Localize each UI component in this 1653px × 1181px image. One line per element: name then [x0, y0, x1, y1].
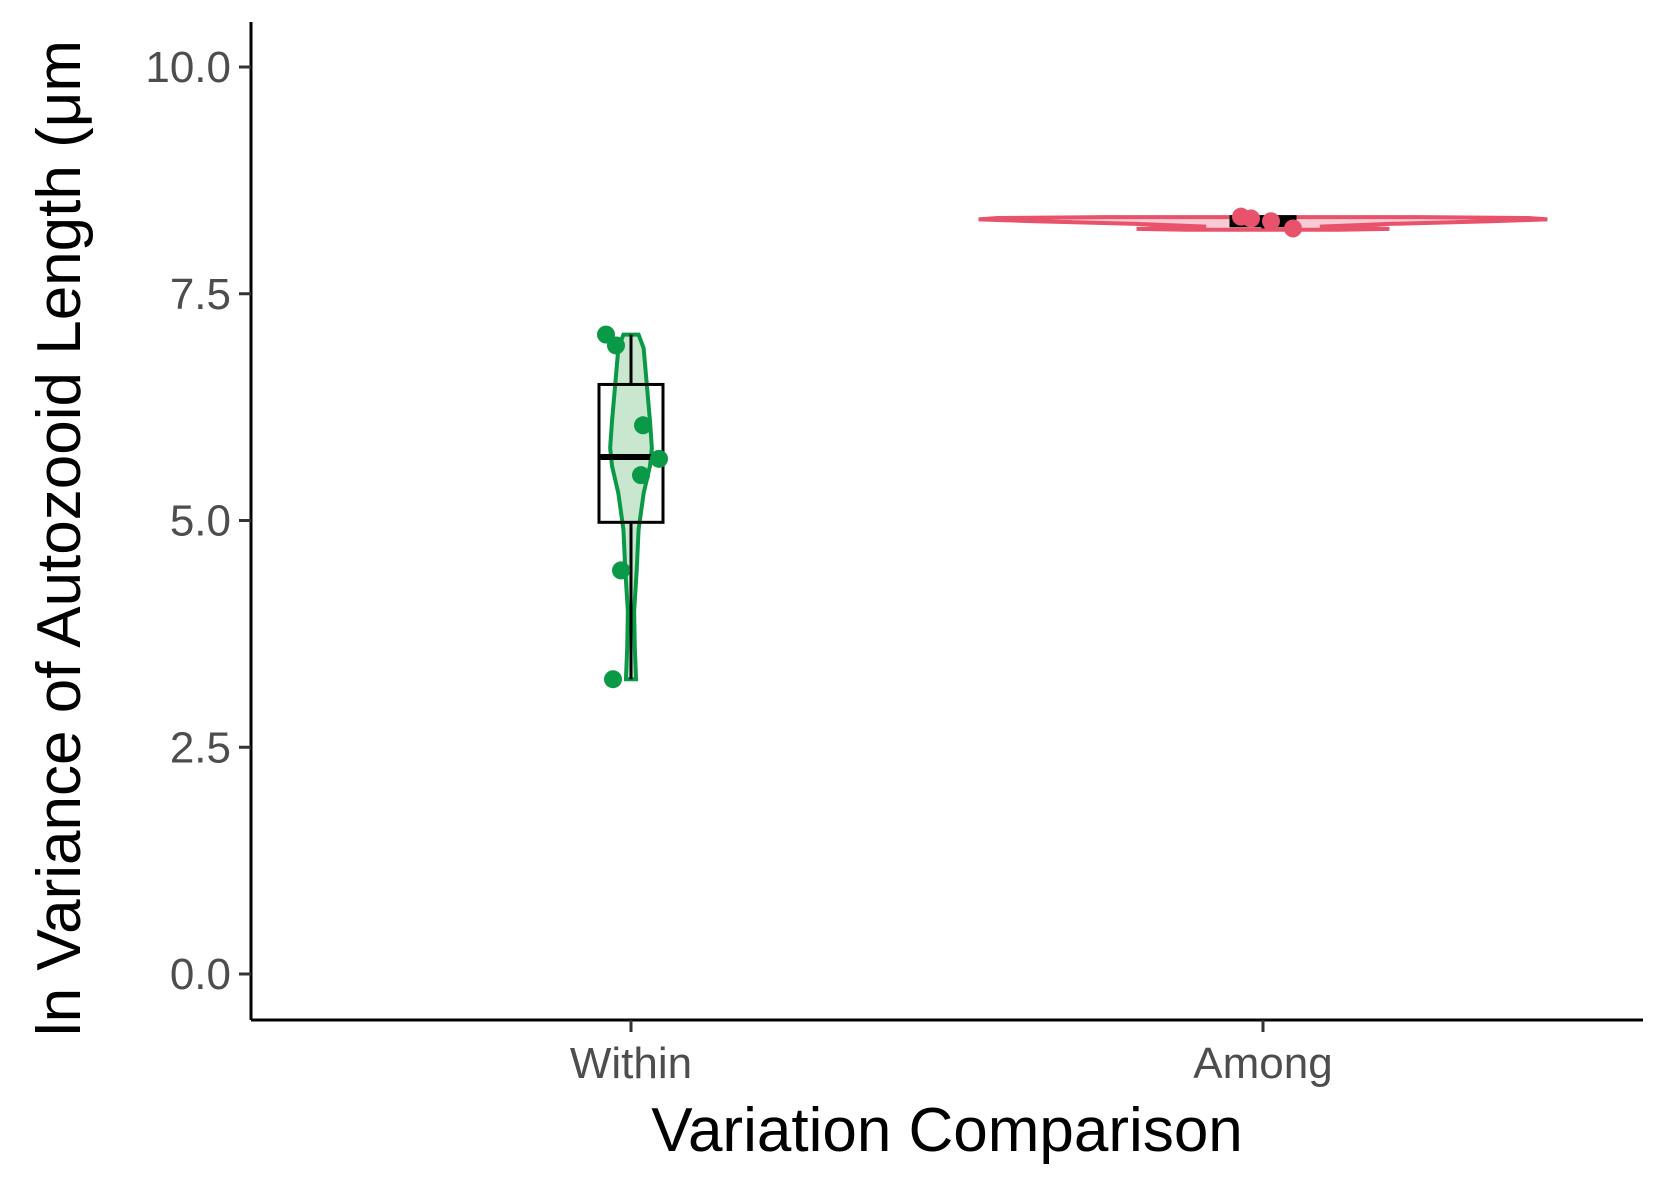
x-ticks: Within Among [570, 1020, 1333, 1088]
data-point [607, 336, 625, 355]
y-tick-label: 5.0 [170, 497, 231, 546]
data-point [1284, 219, 1302, 238]
y-tick-label: 0.0 [170, 950, 231, 999]
series-among [978, 207, 1548, 238]
data-point [1242, 209, 1260, 228]
data-point [632, 466, 650, 485]
data-point [650, 449, 668, 468]
y-ticks: 0.0 2.5 5.0 7.5 10.0 [145, 43, 251, 999]
data-point [634, 416, 652, 435]
data-point [1262, 212, 1280, 231]
data-point [604, 670, 622, 689]
x-tick-label: Within [570, 1039, 692, 1088]
y-tick-label: 10.0 [145, 43, 231, 92]
y-tick-label: 2.5 [170, 723, 231, 772]
axes [249, 22, 1643, 1022]
plot-area [597, 207, 1548, 689]
data-point [612, 561, 630, 580]
y-axis-title: ln Variance of Autozooid Length (μm [25, 40, 94, 1036]
x-axis-title: Variation Comparison [651, 1096, 1243, 1165]
series-within [597, 325, 668, 689]
x-tick-label: Among [1193, 1039, 1332, 1088]
y-tick-label: 7.5 [170, 270, 231, 319]
